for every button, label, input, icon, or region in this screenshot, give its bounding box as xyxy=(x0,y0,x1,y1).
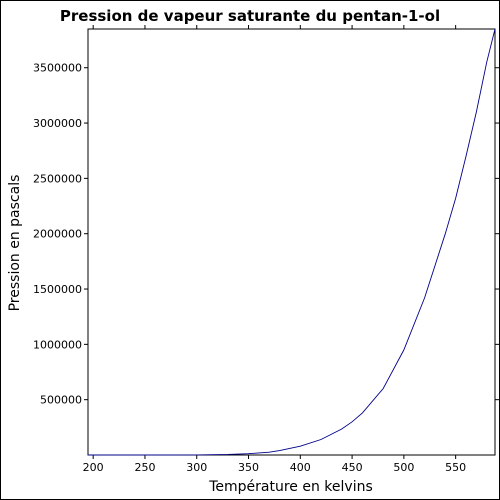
x-axis-label: Température en kelvins xyxy=(208,479,373,495)
x-tick-label: 200 xyxy=(83,461,104,474)
y-tick-label: 1500000 xyxy=(33,283,82,296)
x-tick-label: 550 xyxy=(445,461,466,474)
y-tick-label: 3500000 xyxy=(33,62,82,75)
y-axis-label: Pression en pascals xyxy=(7,175,23,312)
x-tick-label: 450 xyxy=(342,461,363,474)
y-tick-label: 2000000 xyxy=(33,228,82,241)
x-tick-label: 350 xyxy=(238,461,259,474)
x-tick-label: 400 xyxy=(290,461,311,474)
y-tick-label: 3000000 xyxy=(33,117,82,130)
plot-border xyxy=(87,28,496,456)
chart-title: Pression de vapeur saturante du pentan-1… xyxy=(60,7,440,25)
x-tick-label: 250 xyxy=(134,461,155,474)
series-line xyxy=(88,28,496,456)
y-tick-label: 2500000 xyxy=(33,172,82,185)
plot-area: 200 250 300 350 400 450 500 550 500000 1000000 150… xyxy=(33,25,499,474)
y-tick-label: 500000 xyxy=(40,394,82,407)
y-tick-label: 1000000 xyxy=(33,338,82,351)
x-tick-label: 300 xyxy=(186,461,207,474)
x-tick-label: 500 xyxy=(393,461,414,474)
